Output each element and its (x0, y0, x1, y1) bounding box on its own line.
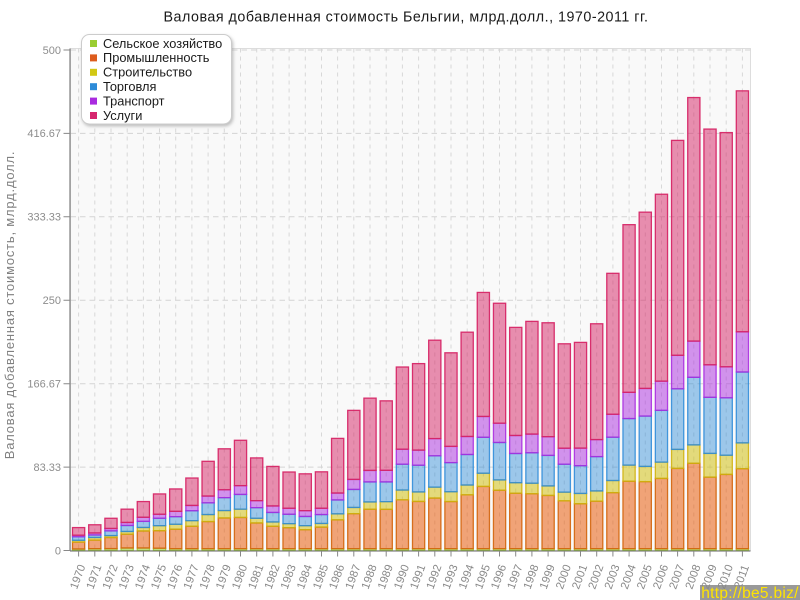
svg-text:500: 500 (43, 45, 61, 57)
svg-text:83.33: 83.33 (33, 462, 61, 474)
svg-text:416.67: 416.67 (27, 128, 61, 140)
svg-text:333.33: 333.33 (27, 212, 61, 224)
svg-text:0: 0 (55, 545, 61, 557)
svg-text:http://be5.biz/: http://be5.biz/ (701, 585, 799, 600)
svg-text:Промышленность: Промышленность (103, 50, 210, 65)
svg-text:Валовая добавленная стоимость: Валовая добавленная стоимость Бельгии, м… (164, 10, 649, 26)
svg-text:Сельское хозяйство: Сельское хозяйство (103, 36, 222, 51)
svg-text:Валовая добавленная стоимость,: Валовая добавленная стоимость, млрд.долл… (2, 151, 17, 460)
svg-text:Торговля: Торговля (103, 79, 157, 94)
svg-text:Услуги: Услуги (103, 108, 142, 123)
svg-text:250: 250 (43, 295, 61, 307)
svg-text:Строительство: Строительство (103, 65, 192, 80)
svg-text:166.67: 166.67 (27, 379, 61, 391)
svg-text:Транспорт: Транспорт (103, 93, 165, 108)
